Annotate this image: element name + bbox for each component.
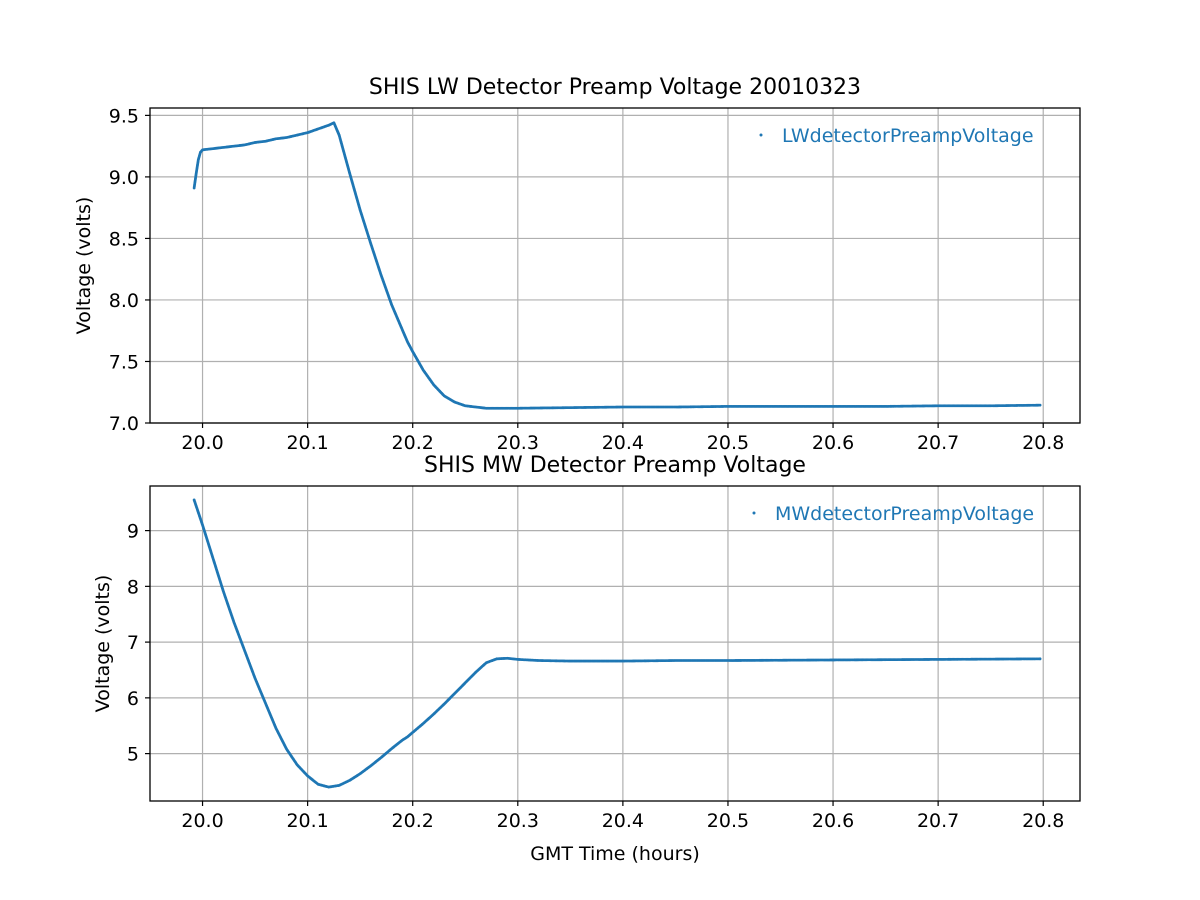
x-tick-label: 20.7 (917, 810, 959, 832)
x-tick-label: 20.1 (286, 810, 328, 832)
lw-x-ticks: 20.0 20.1 20.2 20.3 20.4 20.5 20.6 20.7 20.8 (181, 423, 1064, 454)
x-tick-label: 20.4 (602, 432, 644, 454)
x-tick-label: 20.2 (392, 432, 434, 454)
x-tick-label: 20.2 (392, 810, 434, 832)
y-tick-label: 7 (127, 632, 139, 654)
y-tick-label: 9.0 (109, 167, 139, 189)
data-point (1038, 657, 1042, 661)
y-tick-label: 7.5 (109, 351, 139, 373)
x-tick-label: 20.8 (1022, 810, 1064, 832)
lw-legend: LWdetectorPreampVoltage (759, 125, 1034, 147)
mw-y-ticks: 5 6 7 8 9 (127, 521, 150, 766)
mw-title: SHIS MW Detector Preamp Voltage (424, 453, 806, 478)
x-tick-label: 20.3 (497, 432, 539, 454)
mw-legend-marker (752, 511, 756, 515)
x-tick-label: 20.4 (602, 810, 644, 832)
y-tick-label: 8.5 (109, 228, 139, 250)
x-tick-label: 20.7 (917, 432, 959, 454)
y-tick-label: 7.0 (109, 413, 139, 435)
x-tick-label: 20.6 (812, 432, 854, 454)
mw-legend: MWdetectorPreampVoltage (752, 503, 1034, 525)
y-tick-label: 8.0 (109, 290, 139, 312)
lw-ylabel: Voltage (volts) (73, 197, 95, 335)
mw-subplot: 20.0 20.1 20.2 20.3 20.4 20.5 20.6 20.7 20.8 5 6 7… (92, 453, 1081, 865)
x-tick-label: 20.1 (286, 432, 328, 454)
mw-xlabel: GMT Time (hours) (530, 843, 700, 865)
lw-title: SHIS LW Detector Preamp Voltage 20010323 (369, 75, 861, 100)
x-tick-label: 20.3 (497, 810, 539, 832)
y-tick-label: 5 (127, 744, 139, 766)
lw-subplot: 20.0 20.1 20.2 20.3 20.4 20.5 20.6 20.7 20.8 7.0… (73, 75, 1081, 454)
lw-legend-marker (759, 133, 763, 137)
mw-axes-frame (149, 485, 1081, 802)
y-tick-label: 6 (127, 688, 139, 710)
x-tick-label: 20.6 (812, 810, 854, 832)
data-point (1038, 403, 1042, 407)
mw-ylabel: Voltage (volts) (92, 575, 114, 713)
x-tick-label: 20.5 (707, 432, 749, 454)
y-tick-label: 9.5 (109, 105, 139, 127)
mw-x-ticks: 20.0 20.1 20.2 20.3 20.4 20.5 20.6 20.7 20.8 (181, 801, 1064, 832)
lw-y-ticks: 7.0 7.5 8.0 8.5 9.0 9.5 (109, 105, 150, 435)
mw-legend-label: MWdetectorPreampVoltage (775, 503, 1034, 525)
x-tick-label: 20.0 (181, 432, 223, 454)
y-tick-label: 9 (127, 521, 139, 543)
mw-series (192, 498, 1042, 789)
x-tick-label: 20.0 (181, 810, 223, 832)
lw-legend-label: LWdetectorPreampVoltage (782, 125, 1034, 147)
mw-grid (150, 486, 1080, 801)
y-tick-label: 8 (127, 576, 139, 598)
lw-axes-frame (149, 107, 1081, 424)
x-tick-label: 20.5 (707, 810, 749, 832)
lw-series (192, 121, 1042, 410)
x-tick-label: 20.8 (1022, 432, 1064, 454)
